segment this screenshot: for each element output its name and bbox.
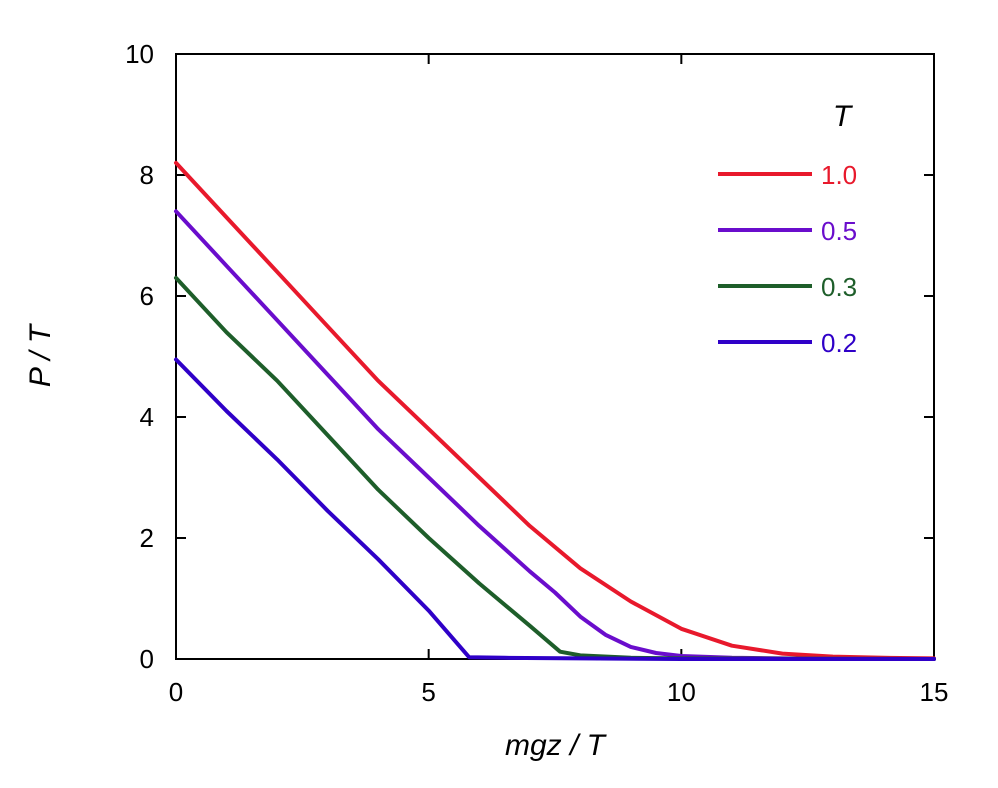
- y-tick-label: 0: [140, 644, 154, 674]
- legend-label-0.3: 0.3: [821, 272, 857, 302]
- legend: T 1.0 0.5 0.3 0.2: [718, 100, 857, 358]
- legend-label-0.2: 0.2: [821, 328, 857, 358]
- series-line-1.0: [174, 160, 936, 661]
- legend-label-1.0: 1.0: [821, 160, 857, 190]
- x-tick-label: 5: [421, 677, 435, 707]
- y-axis-label: P / T: [24, 322, 57, 387]
- x-tick-label: 0: [169, 677, 183, 707]
- y-tick-label: 2: [140, 523, 154, 553]
- series-line-0.2: [174, 357, 936, 661]
- x-axis-label: mgz / T: [505, 729, 608, 762]
- tick-labels: 0 5 10 15 0 2 4 6 8 10: [125, 39, 948, 707]
- legend-title: T: [833, 100, 854, 133]
- x-tick-label: 10: [667, 677, 696, 707]
- y-tick-label: 4: [140, 402, 154, 432]
- y-tick-label: 6: [140, 281, 154, 311]
- legend-label-0.5: 0.5: [821, 216, 857, 246]
- series-lines: [174, 160, 936, 661]
- y-tick-label: 8: [140, 160, 154, 190]
- y-tick-label: 10: [125, 39, 154, 69]
- x-tick-label: 15: [920, 677, 949, 707]
